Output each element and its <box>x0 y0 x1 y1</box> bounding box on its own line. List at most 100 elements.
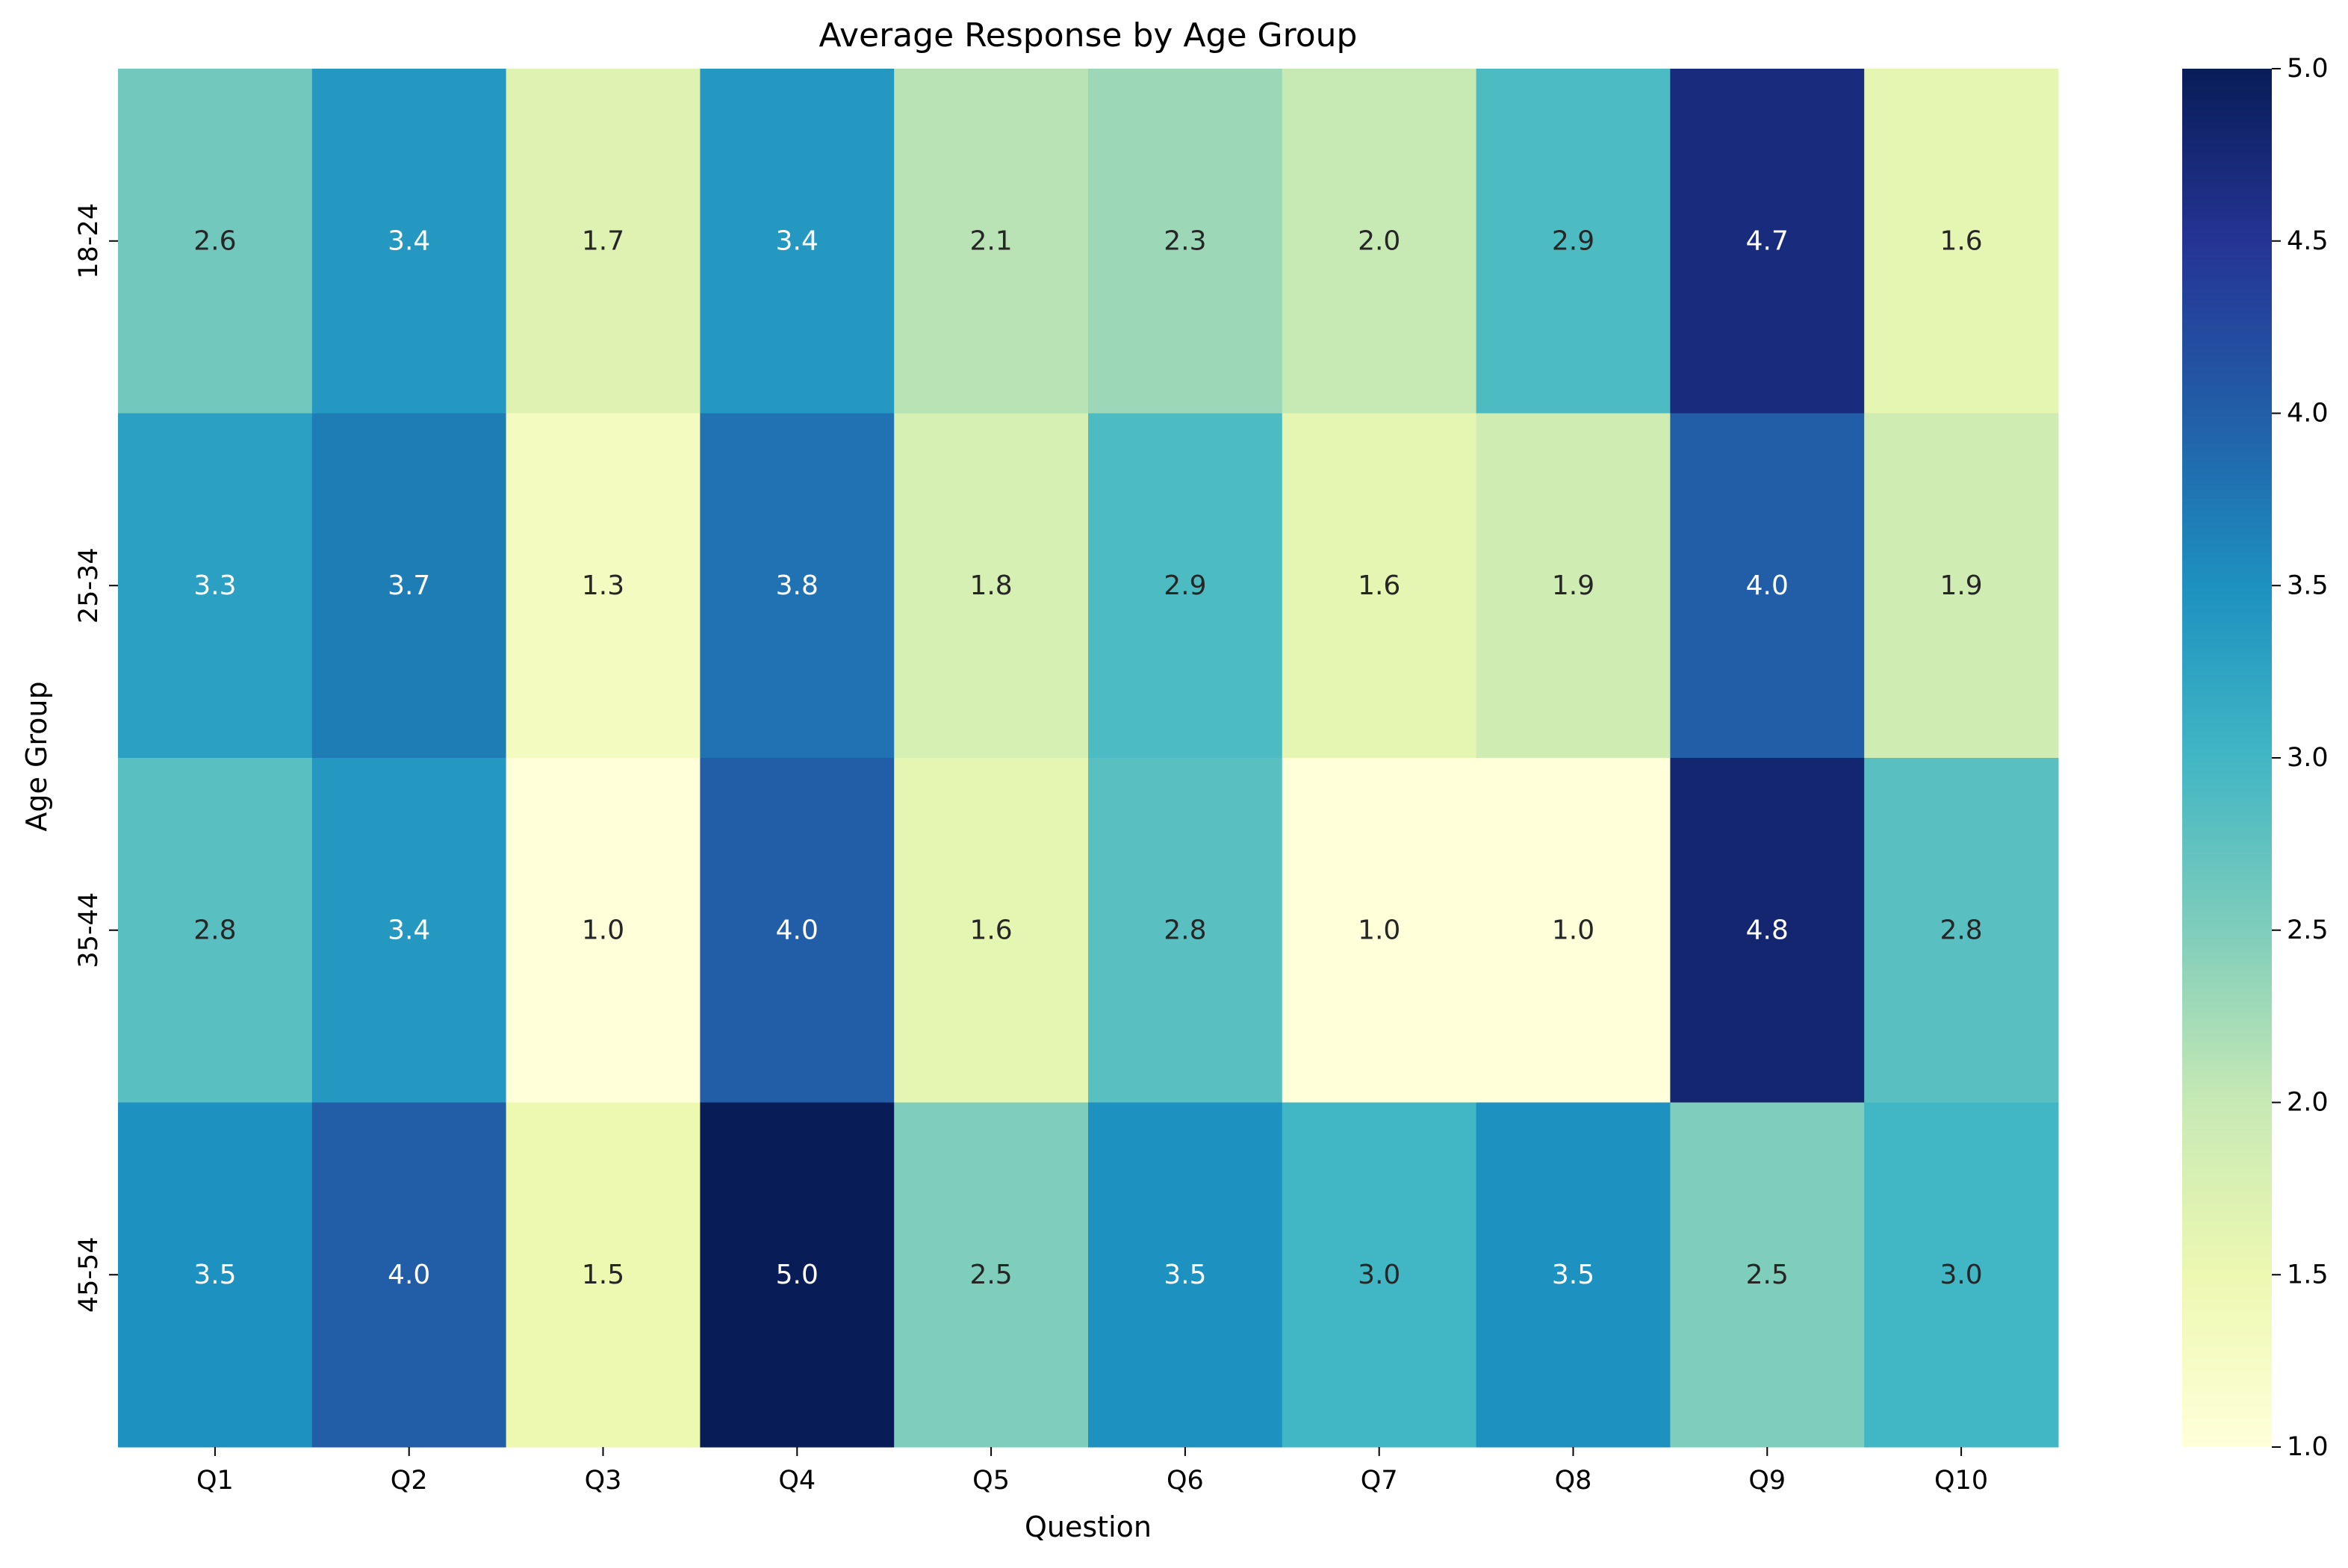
cell-value-label: 1.6 <box>1358 570 1400 601</box>
cell-value-label: 3.0 <box>1939 1260 1982 1290</box>
x-axis-ticks: Q1 Q2 Q3 Q4 Q5 Q6 Q7 Q8 Q9 Q10 <box>196 1447 1988 1496</box>
cell-value-label: 3.0 <box>1358 1260 1400 1290</box>
cell-value-label: 2.8 <box>1164 915 1206 945</box>
colorbar-tick-label: 3.0 <box>2287 743 2329 773</box>
heatmap-cell <box>311 1102 507 1448</box>
cell-value-label: 3.5 <box>1552 1260 1594 1290</box>
cell-value-label: 3.5 <box>193 1260 236 1290</box>
heatmap-cell <box>1282 1102 1477 1448</box>
heatmap-cell <box>700 1102 895 1448</box>
x-axis-label: Question <box>1025 1511 1152 1543</box>
heatmap-cell <box>118 758 313 1103</box>
cell-value-label: 1.6 <box>1939 225 1982 256</box>
heatmap-cell <box>1282 413 1477 759</box>
x-tick-label: Q8 <box>1555 1466 1592 1496</box>
heatmap-cell <box>1282 69 1477 414</box>
cell-value-label: 1.3 <box>582 570 624 601</box>
cell-value-label: 2.8 <box>1939 915 1982 945</box>
heatmap-cell <box>1670 1102 1865 1448</box>
heatmap-cell <box>1282 758 1477 1103</box>
x-tick-label: Q3 <box>585 1466 622 1496</box>
heatmap-cell <box>311 69 507 414</box>
cell-value-label: 1.0 <box>1552 915 1594 945</box>
heatmap-cell <box>118 1102 313 1448</box>
cell-value-label: 4.0 <box>388 1260 430 1290</box>
heatmap-cell <box>1476 1102 1671 1448</box>
cell-value-label: 2.9 <box>1552 225 1594 256</box>
x-tick-label: Q10 <box>1934 1466 1988 1496</box>
heatmap-cell <box>506 1102 701 1448</box>
heatmap-cell <box>1476 69 1671 414</box>
colorbar-tick-label: 3.5 <box>2287 570 2329 600</box>
heatmap-cell <box>1476 758 1671 1103</box>
cell-value-label: 4.8 <box>1746 915 1789 945</box>
y-axis-label: Age Group <box>20 681 53 831</box>
cell-value-label: 3.3 <box>193 570 236 601</box>
chart-title: Average Response by Age Group <box>819 16 1358 55</box>
cell-value-label: 3.5 <box>1164 1260 1206 1290</box>
cell-value-label: 1.9 <box>1939 570 1982 601</box>
y-tick-label: 25-34 <box>74 547 104 623</box>
heatmap-cell <box>506 413 701 759</box>
colorbar-tick-label: 1.5 <box>2287 1260 2329 1289</box>
heatmap-cell <box>894 69 1089 414</box>
cell-value-label: 2.0 <box>1358 225 1400 256</box>
cell-value-label: 3.8 <box>776 570 819 601</box>
cell-value-label: 2.8 <box>193 915 236 945</box>
cell-value-label: 3.7 <box>388 570 430 601</box>
heatmap-cell <box>894 758 1089 1103</box>
heatmap-cell <box>1088 758 1283 1103</box>
cell-value-label: 4.0 <box>1746 570 1789 601</box>
heatmap-cell <box>506 758 701 1103</box>
colorbar-tick-label: 4.5 <box>2287 226 2329 256</box>
heatmap-cell <box>1864 413 2059 759</box>
heatmap-cell <box>700 413 895 759</box>
colorbar-tick-label: 4.0 <box>2287 399 2329 429</box>
heatmap-cell <box>1864 758 2059 1103</box>
colorbar-tick-label: 5.0 <box>2287 54 2329 84</box>
x-tick-label: Q5 <box>972 1466 1010 1496</box>
x-tick-label: Q2 <box>391 1466 428 1496</box>
cell-value-label: 1.7 <box>582 225 624 256</box>
heatmap-cell <box>700 69 895 414</box>
cell-value-label: 1.8 <box>969 570 1012 601</box>
cell-value-label: 2.5 <box>969 1260 1012 1290</box>
heatmap-cells: 2.6 3.4 1.7 3.4 2.1 2.3 2.0 2.9 4.7 1.6 3.3 3.7 1.3 3… <box>118 69 2059 1448</box>
heatmap-cell <box>118 69 313 414</box>
cell-value-label: 1.6 <box>969 915 1012 945</box>
cell-value-label: 2.5 <box>1746 1260 1789 1290</box>
x-tick-label: Q1 <box>196 1466 234 1496</box>
heatmap-cell <box>700 758 895 1103</box>
cell-value-label: 4.0 <box>776 915 819 945</box>
heatmap-cell <box>506 69 701 414</box>
heatmap-cell <box>1670 758 1865 1103</box>
cell-value-label: 4.7 <box>1746 225 1789 256</box>
cell-value-label: 1.0 <box>1358 915 1400 945</box>
heatmap-cell <box>1088 69 1283 414</box>
heatmap-cell <box>311 758 507 1103</box>
cell-value-label: 2.6 <box>193 225 236 256</box>
cell-value-label: 3.4 <box>388 225 430 256</box>
heatmap-cell <box>1088 413 1283 759</box>
x-tick-label: Q6 <box>1167 1466 1204 1496</box>
cell-value-label: 1.0 <box>582 915 624 945</box>
cell-value-label: 3.4 <box>388 915 430 945</box>
heatmap-cell <box>1670 413 1865 759</box>
colorbar-tick-label: 2.5 <box>2287 915 2329 945</box>
heatmap-cell <box>1864 1102 2059 1448</box>
heatmap-cell <box>894 413 1089 759</box>
cell-value-label: 5.0 <box>776 1260 819 1290</box>
colorbar-tick-label: 2.0 <box>2287 1088 2329 1118</box>
cell-value-label: 2.9 <box>1164 570 1206 601</box>
heatmap-cell <box>1864 69 2059 414</box>
y-axis-ticks: 18-24 25-34 35-44 45-54 <box>74 203 118 1313</box>
colorbar-tick-label: 1.0 <box>2287 1432 2329 1462</box>
y-tick-label: 18-24 <box>74 203 104 279</box>
cell-value-label: 1.9 <box>1552 570 1594 601</box>
cell-value-label: 3.4 <box>776 225 819 256</box>
cell-value-label: 2.3 <box>1164 225 1206 256</box>
y-tick-label: 35-44 <box>74 892 104 968</box>
heatmap-cell <box>311 413 507 759</box>
heatmap-cell <box>894 1102 1089 1448</box>
